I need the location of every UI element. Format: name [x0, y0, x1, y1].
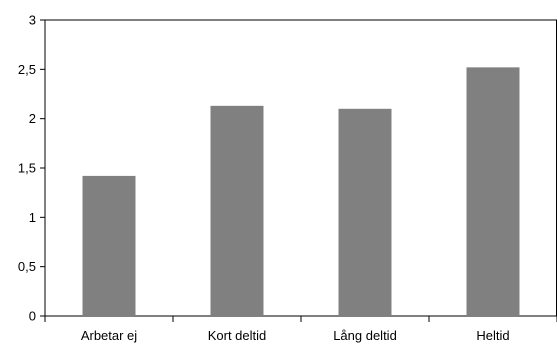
- bar-1: [82, 175, 136, 316]
- y-tick-label: 0,5: [18, 259, 36, 274]
- y-axis-ticks: [40, 19, 45, 317]
- x-axis-ticks: [44, 316, 557, 322]
- x-category-label: Heltid: [476, 328, 509, 343]
- x-category-label: Kort deltid: [208, 328, 267, 343]
- x-axis-category-labels: Arbetar ej Kort deltid Lång deltid Heltid: [81, 328, 510, 343]
- y-tick-label: 0: [29, 309, 36, 324]
- bar-2: [210, 105, 264, 316]
- x-category-label: Arbetar ej: [81, 328, 137, 343]
- y-tick-label: 1,5: [18, 161, 36, 176]
- y-tick-label: 1: [29, 210, 36, 225]
- y-tick-label: 2: [29, 111, 36, 126]
- bars: [82, 67, 520, 316]
- y-axis-tick-labels: 0 0,5 1 1,5 2 2,5 3: [18, 13, 36, 324]
- x-category-label: Lång deltid: [333, 328, 397, 343]
- bar-3: [338, 108, 392, 316]
- y-tick-label: 2,5: [18, 62, 36, 77]
- bar-4: [466, 67, 520, 316]
- y-tick-label: 3: [29, 13, 36, 28]
